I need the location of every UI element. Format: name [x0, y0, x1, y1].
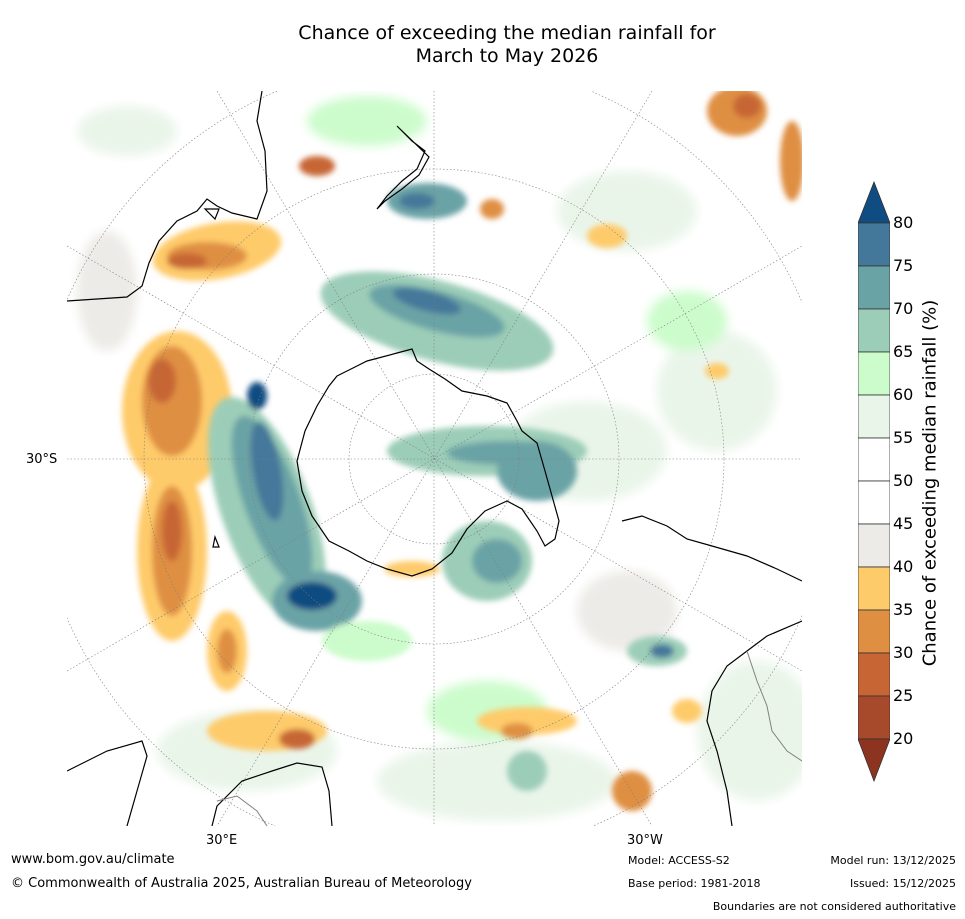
antarctica-coast [296, 348, 560, 577]
colorbar-tick-30: 30 [893, 643, 914, 662]
latitude-label-30s: 30°S [26, 452, 58, 467]
colorbar-tick-60: 60 [893, 385, 914, 404]
colorbar-band-35-40 [858, 566, 890, 611]
colorbar-tick-75: 75 [893, 256, 914, 275]
wet-regions [208, 183, 687, 791]
africa-coast [211, 762, 333, 826]
colorbar-band-above-80 [858, 180, 890, 224]
map-canvas [67, 91, 802, 826]
colorbar [858, 180, 890, 782]
colorbar-band-40-45 [858, 523, 890, 568]
australia-coast [67, 91, 268, 302]
colorbar-band-30-35 [858, 609, 890, 654]
map-title: Chance of exceeding the median rainfall … [0, 22, 965, 68]
south-america-coast [621, 515, 802, 582]
copyright-text: © Commonwealth of Australia 2025, Austra… [11, 876, 472, 891]
colorbar-band-65-70 [858, 308, 890, 353]
boundaries-disclaimer: Boundaries are not considered authoritat… [712, 900, 956, 913]
colorbar-band-75-80 [858, 222, 890, 267]
south-america-east-coast [706, 620, 802, 826]
colorbar-band-20-25 [858, 695, 890, 740]
coastlines [67, 91, 802, 826]
colorbar-band-60-65 [858, 351, 890, 396]
colorbar-tick-65: 65 [893, 342, 914, 361]
website-link[interactable]: www.bom.gov.au/climate [11, 852, 175, 867]
borders [216, 650, 802, 826]
colorbar-band-70-75 [858, 265, 890, 310]
colorbar-tick-20: 20 [893, 729, 914, 748]
new-zealand-coast [376, 125, 430, 210]
colorbar-band-55-60 [858, 394, 890, 439]
colorbar-title: Chance of exceeding median rainfall (%) [919, 299, 941, 667]
colorbar-tick-35: 35 [893, 600, 914, 619]
africa-west-coast [67, 740, 148, 826]
colorbar-tick-25: 25 [893, 686, 914, 705]
title-line-2: March to May 2026 [415, 45, 599, 67]
colorbar-band-50-55 [858, 437, 890, 482]
colorbar-tick-50: 50 [893, 471, 914, 490]
graticule [67, 91, 802, 826]
colorbar-tick-45: 45 [893, 514, 914, 533]
colorbar-tick-80: 80 [893, 213, 914, 232]
model-name: Model: ACCESS-S2 [628, 854, 730, 867]
model-run-date: Model run: 13/12/2025 [830, 854, 956, 867]
colorbar-band-below-20 [858, 738, 890, 782]
base-period: Base period: 1981-2018 [628, 877, 761, 890]
issued-date: Issued: 15/12/2025 [849, 877, 956, 890]
longitude-label-30e: 30°E [206, 833, 238, 848]
colorbar-band-45-50 [858, 480, 890, 525]
colorbar-tick-55: 55 [893, 428, 914, 447]
rainfall-outlook-map [67, 91, 802, 826]
colorbar-tick-70: 70 [893, 299, 914, 318]
colorbar-band-25-30 [858, 652, 890, 697]
madagascar-coast [212, 534, 220, 548]
longitude-label-30w: 30°W [627, 833, 663, 848]
tasmania-coast [203, 208, 220, 221]
colorbar-tick-40: 40 [893, 557, 914, 576]
title-line-1: Chance of exceeding the median rainfall … [298, 22, 716, 44]
